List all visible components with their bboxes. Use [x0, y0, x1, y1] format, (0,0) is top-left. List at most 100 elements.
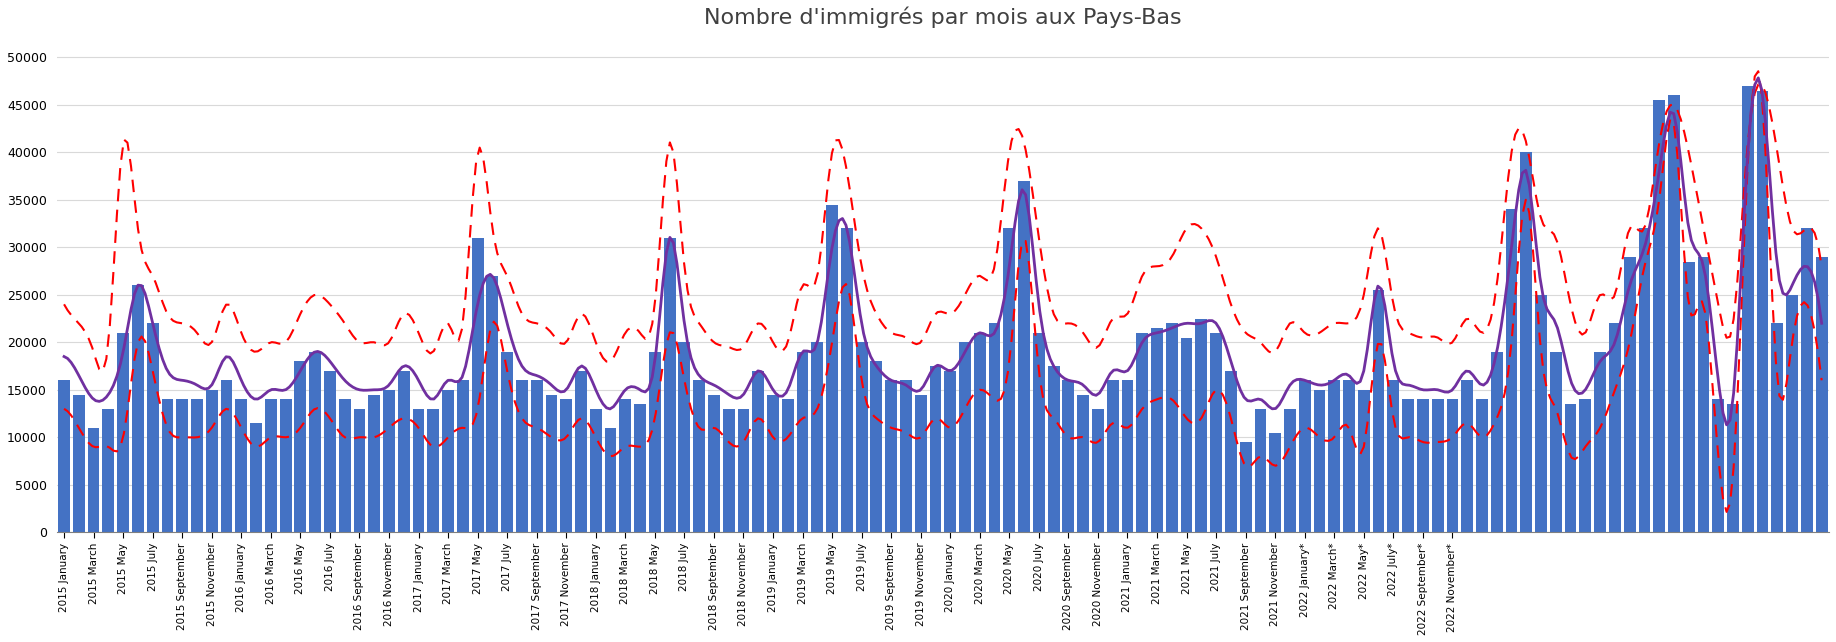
Bar — [487, 276, 498, 532]
Bar — [1048, 366, 1059, 532]
Bar — [1019, 181, 1030, 532]
Bar — [1669, 95, 1680, 532]
Bar — [1344, 380, 1355, 532]
Bar — [220, 380, 233, 532]
Bar — [1239, 442, 1252, 532]
Bar — [988, 324, 1001, 532]
Bar — [1564, 404, 1577, 532]
Bar — [442, 390, 453, 532]
Bar — [369, 395, 380, 532]
Bar — [694, 380, 705, 532]
Bar — [1403, 399, 1414, 532]
Bar — [841, 229, 852, 532]
Bar — [162, 399, 173, 532]
Bar — [856, 342, 868, 532]
Bar — [1107, 380, 1118, 532]
Bar — [103, 409, 114, 532]
Bar — [753, 371, 764, 532]
Bar — [1283, 409, 1296, 532]
Bar — [1034, 333, 1045, 532]
Bar — [545, 395, 558, 532]
Bar — [1298, 380, 1311, 532]
Bar — [973, 333, 986, 532]
Bar — [1269, 433, 1282, 532]
Bar — [264, 399, 277, 532]
Bar — [900, 380, 912, 532]
Bar — [1535, 295, 1548, 532]
Bar — [1476, 399, 1487, 532]
Bar — [1684, 261, 1695, 532]
Bar — [589, 409, 602, 532]
Bar — [340, 399, 351, 532]
Bar — [1550, 352, 1562, 532]
Bar — [958, 342, 971, 532]
Bar — [1742, 86, 1753, 532]
Bar — [1623, 257, 1636, 532]
Bar — [929, 366, 942, 532]
Bar — [812, 342, 823, 532]
Bar — [1520, 152, 1533, 532]
Bar — [235, 399, 248, 532]
Bar — [384, 390, 395, 532]
Bar — [1195, 318, 1208, 532]
Bar — [1417, 399, 1428, 532]
Bar — [914, 395, 927, 532]
Bar — [1136, 333, 1148, 532]
Bar — [1801, 229, 1812, 532]
Bar — [1329, 380, 1340, 532]
Bar — [398, 371, 409, 532]
Bar — [709, 395, 720, 532]
Bar — [206, 390, 218, 532]
Bar — [1359, 390, 1370, 532]
Bar — [944, 371, 957, 532]
Bar — [1373, 290, 1384, 532]
Bar — [1225, 371, 1237, 532]
Bar — [1728, 404, 1739, 532]
Bar — [1816, 257, 1827, 532]
Bar — [428, 409, 439, 532]
Bar — [1166, 324, 1177, 532]
Bar — [501, 352, 512, 532]
Bar — [472, 238, 483, 532]
Bar — [885, 380, 898, 532]
Bar — [619, 399, 632, 532]
Bar — [516, 380, 527, 532]
Bar — [1698, 257, 1709, 532]
Bar — [1447, 399, 1458, 532]
Bar — [354, 409, 365, 532]
Bar — [323, 371, 336, 532]
Bar — [1772, 324, 1783, 532]
Bar — [782, 399, 793, 532]
Bar — [308, 352, 321, 532]
Bar — [457, 380, 468, 532]
Bar — [1388, 380, 1399, 532]
Bar — [1092, 409, 1103, 532]
Bar — [1713, 399, 1724, 532]
Bar — [147, 324, 158, 532]
Bar — [1181, 338, 1192, 532]
Bar — [604, 428, 617, 532]
Bar — [767, 395, 778, 532]
Bar — [132, 285, 143, 532]
Bar — [648, 352, 661, 532]
Bar — [1757, 91, 1768, 532]
Bar — [1432, 399, 1443, 532]
Bar — [1491, 352, 1502, 532]
Bar — [1579, 399, 1592, 532]
Bar — [797, 352, 808, 532]
Bar — [1313, 390, 1326, 532]
Bar — [1652, 100, 1665, 532]
Bar — [279, 399, 292, 532]
Bar — [118, 333, 129, 532]
Bar — [176, 399, 187, 532]
Bar — [663, 238, 676, 532]
Bar — [723, 409, 734, 532]
Bar — [250, 423, 263, 532]
Bar — [1786, 295, 1797, 532]
Bar — [73, 395, 84, 532]
Bar — [1004, 229, 1015, 532]
Bar — [575, 371, 588, 532]
Bar — [59, 380, 70, 532]
Bar — [633, 404, 646, 532]
Bar — [679, 342, 690, 532]
